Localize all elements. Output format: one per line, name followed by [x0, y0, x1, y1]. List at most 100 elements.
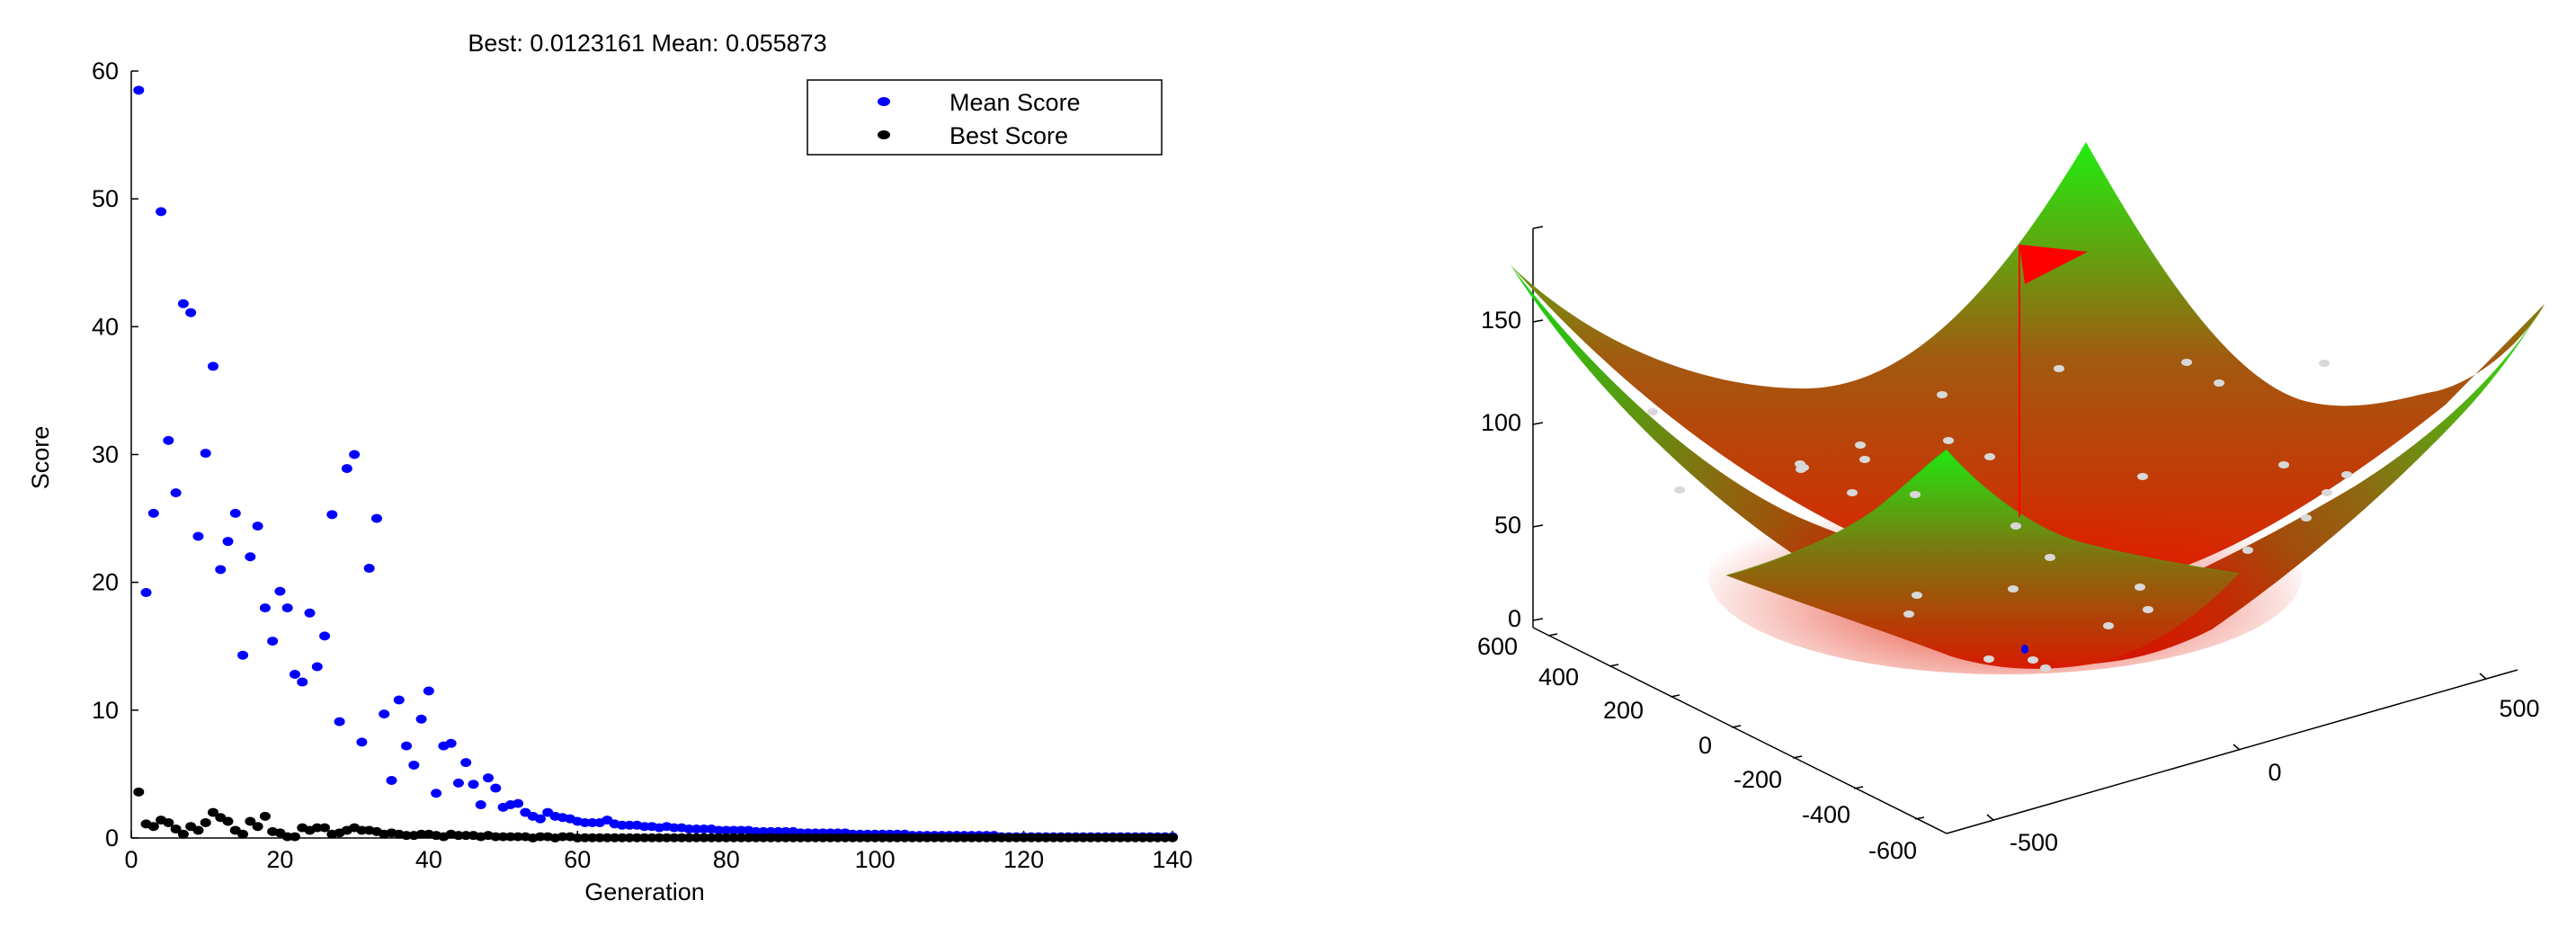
- mean-score-point: [229, 508, 241, 518]
- best-score-point: [713, 833, 725, 842]
- series-best-score: [133, 787, 584, 842]
- best-score-point: [906, 833, 918, 842]
- svg-text:200: 200: [1603, 697, 1644, 724]
- best-score-point: [795, 833, 807, 842]
- best-score-point: [1040, 833, 1052, 842]
- best-score-point: [943, 833, 955, 842]
- y-tick-label: 10: [92, 697, 119, 724]
- population-point: [1903, 611, 1914, 618]
- svg-text:150: 150: [1481, 307, 1521, 334]
- best-score-point: [758, 833, 770, 842]
- population-point: [2322, 489, 2332, 496]
- best-score-point: [668, 833, 680, 842]
- x-tick-label: 80: [713, 846, 740, 873]
- x-axis-line: [1946, 669, 2518, 834]
- population-point: [1984, 453, 1995, 460]
- best-score-point: [988, 833, 1000, 842]
- population-point: [2040, 664, 2051, 672]
- best-score-point: [207, 807, 218, 817]
- best-score-point: [356, 825, 368, 835]
- x-tick-neg500: -500: [1986, 814, 2058, 856]
- best-score-point: [504, 832, 516, 842]
- mean-score-point: [735, 825, 747, 835]
- mean-score-point: [311, 662, 323, 672]
- mean-score-point: [379, 709, 390, 719]
- z-tick-100: 100: [1481, 409, 1544, 436]
- series-best-score-tail: [579, 833, 1178, 842]
- best-score-point: [222, 816, 234, 826]
- mean-score-point: [513, 798, 524, 808]
- svg-text:500: 500: [2499, 695, 2539, 722]
- x-tick-label: 0: [124, 846, 138, 873]
- best-score-point: [133, 787, 145, 797]
- population-point: [2319, 360, 2330, 367]
- population-point: [1983, 655, 1994, 663]
- best-score-point: [840, 833, 851, 842]
- best-score-point: [661, 833, 673, 842]
- y-tick-neg600: -600: [1868, 816, 1925, 864]
- mean-score-point: [616, 820, 628, 830]
- best-score-point: [281, 832, 293, 842]
- best-score-point: [586, 833, 598, 842]
- mean-score-point: [431, 789, 442, 798]
- svg-text:-500: -500: [2010, 829, 2058, 856]
- best-score-point: [1063, 833, 1074, 842]
- best-score-point: [995, 833, 1007, 842]
- mean-score-point: [341, 464, 352, 474]
- flag-marker: [2019, 245, 2088, 517]
- mean-score-point: [534, 814, 546, 824]
- surface-3d-chart: 0 50 100 150 600 400 200 0 -200 -400 -60…: [1477, 142, 2545, 864]
- surface-mesh: [1511, 142, 2545, 674]
- x-tick-label: 20: [266, 846, 293, 873]
- population-point: [1847, 489, 1858, 496]
- x-tick-label: 40: [415, 846, 442, 873]
- best-score-point: [958, 833, 970, 842]
- best-score-point: [631, 833, 643, 842]
- best-score-point: [981, 833, 993, 842]
- best-score-point: [922, 833, 933, 842]
- best-score-point: [735, 833, 747, 842]
- mean-score-point: [215, 565, 227, 575]
- best-score-point: [259, 811, 271, 821]
- best-score-point: [594, 833, 606, 842]
- best-score-point: [616, 833, 628, 842]
- best-score-point: [1100, 833, 1111, 842]
- mean-score-point: [401, 741, 413, 751]
- best-score-point: [817, 833, 829, 842]
- mean-score-point: [349, 450, 361, 459]
- mean-score-point: [252, 521, 263, 531]
- best-score-point: [861, 833, 873, 842]
- best-score-point: [727, 833, 739, 842]
- x-tick-0: 0: [2233, 744, 2282, 786]
- best-score-point: [602, 833, 613, 842]
- score-scatter-chart: Best: 0.0123161 Mean: 0.055873 0 20 40 60 80…: [27, 30, 1193, 905]
- population-point: [2045, 554, 2055, 561]
- best-point-marker: [2021, 645, 2028, 654]
- best-score-point: [1033, 833, 1045, 842]
- x-tick-label: 120: [1003, 846, 1044, 873]
- svg-text:-200: -200: [1734, 766, 1782, 793]
- best-score-point: [1011, 833, 1022, 842]
- population-point: [2054, 365, 2064, 372]
- best-score-point: [1159, 833, 1171, 842]
- best-score-point: [698, 833, 709, 842]
- mean-score-point: [245, 552, 256, 562]
- population-point: [1855, 441, 1866, 449]
- mean-score-point: [163, 435, 174, 445]
- best-score-point: [147, 822, 159, 832]
- best-score-point: [809, 833, 821, 842]
- svg-text:-600: -600: [1868, 837, 1917, 864]
- x-tick-500: 500: [2479, 673, 2540, 722]
- best-score-point: [513, 832, 524, 842]
- best-score-point: [854, 833, 866, 842]
- population-point: [2278, 461, 2289, 468]
- best-score-point: [252, 822, 263, 832]
- legend-marker-mean: [878, 97, 890, 106]
- best-score-point: [490, 832, 502, 842]
- best-score-point: [609, 833, 620, 842]
- population-point: [2214, 379, 2224, 387]
- mean-score-point: [140, 588, 152, 598]
- mean-score-point: [192, 531, 204, 541]
- mean-score-point: [683, 824, 695, 834]
